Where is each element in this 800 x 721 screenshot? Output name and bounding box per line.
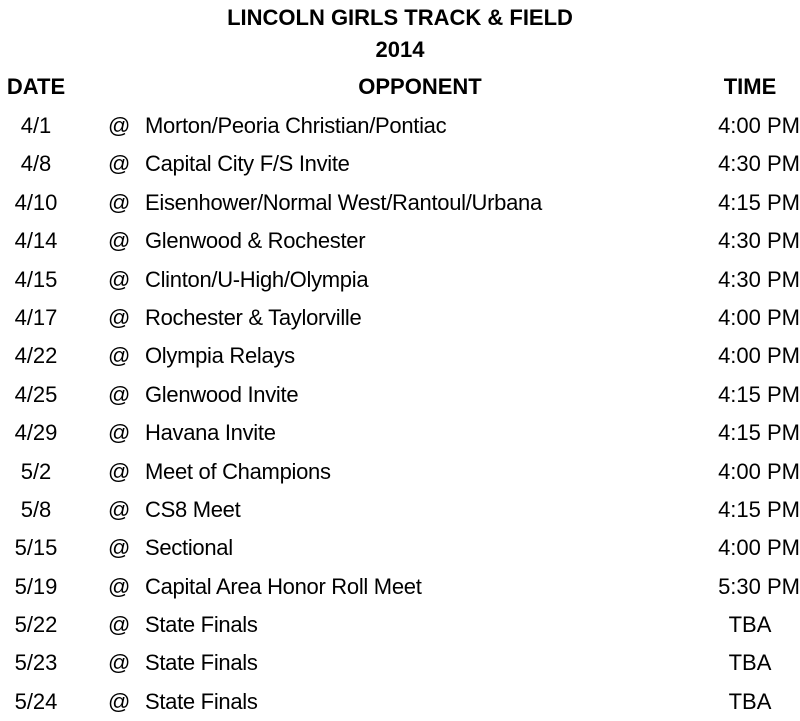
date-cell: 4/17 bbox=[14, 304, 58, 330]
at-cell: @ bbox=[108, 304, 131, 330]
at-cell: @ bbox=[108, 420, 131, 446]
date-cell: 4/8 bbox=[20, 151, 52, 177]
opponent-cell: Olympia Relays bbox=[145, 343, 295, 369]
opponent-cell: State Finals bbox=[145, 688, 258, 714]
time-cell: 4:00 PM bbox=[718, 535, 800, 561]
schedule-row: 5/24 @ State Finals TBA bbox=[0, 683, 800, 721]
at-cell: @ bbox=[108, 496, 131, 522]
date-cell: 5/24 bbox=[14, 688, 58, 714]
opponent-cell: Clinton/U-High/Olympia bbox=[145, 266, 369, 292]
schedule-row: 4/8 @ Capital City F/S Invite 4:30 PM bbox=[0, 145, 800, 183]
date-cell: 5/23 bbox=[14, 650, 58, 676]
schedule-row: 5/2 @ Meet of Champions 4:00 PM bbox=[0, 453, 800, 491]
schedule-row: 5/19 @ Capital Area Honor Roll Meet 5:30 PM bbox=[0, 568, 800, 606]
opponent-cell: Eisenhower/Normal West/Rantoul/Urbana bbox=[145, 189, 542, 215]
date-cell: 5/15 bbox=[14, 535, 58, 561]
time-cell: 4:00 PM bbox=[718, 113, 800, 138]
opponent-cell: Havana Invite bbox=[145, 420, 276, 446]
schedule-row: 4/10 @ Eisenhower/Normal West/Rantoul/Urba… bbox=[0, 184, 800, 222]
date-cell: 4/25 bbox=[14, 381, 58, 407]
opponent-cell: State Finals bbox=[145, 612, 258, 638]
date-cell: 4/14 bbox=[14, 228, 58, 254]
schedule-row: 4/17 @ Rochester & Taylorville 4:00 PM bbox=[0, 299, 800, 337]
date-cell: 5/8 bbox=[20, 496, 52, 522]
time-cell: 4:30 PM bbox=[718, 266, 800, 292]
at-cell: @ bbox=[108, 381, 131, 407]
schedule-row: 5/22 @ State Finals TBA bbox=[0, 606, 800, 644]
date-cell: 5/2 bbox=[20, 458, 52, 484]
opponent-cell: Rochester & Taylorville bbox=[145, 304, 362, 330]
schedule-row: 4/14 @ Glenwood & Rochester 4:30 PM bbox=[0, 222, 800, 260]
document-year: 2014 bbox=[375, 37, 425, 62]
header-date: DATE bbox=[6, 74, 66, 99]
at-cell: @ bbox=[108, 151, 131, 177]
time-cell: 4:30 PM bbox=[718, 228, 800, 254]
time-cell: 5:30 PM bbox=[718, 573, 800, 599]
date-cell: 5/22 bbox=[14, 612, 58, 638]
date-cell: 4/29 bbox=[14, 420, 58, 446]
opponent-cell: Morton/Peoria Christian/Pontiac bbox=[145, 113, 447, 138]
time-cell: 4:15 PM bbox=[718, 381, 800, 407]
header-opponent: OPPONENT bbox=[358, 74, 482, 99]
time-cell: 4:00 PM bbox=[718, 304, 800, 330]
at-cell: @ bbox=[108, 688, 131, 714]
schedule-row: 4/15 @ Clinton/U-High/Olympia 4:30 PM bbox=[0, 261, 800, 299]
schedule-row: 5/23 @ State Finals TBA bbox=[0, 644, 800, 682]
time-cell: 4:15 PM bbox=[718, 189, 800, 215]
date-cell: 4/22 bbox=[14, 343, 58, 369]
schedule-row: 4/29 @ Havana Invite 4:15 PM bbox=[0, 414, 800, 452]
date-cell: 4/15 bbox=[14, 266, 58, 292]
at-cell: @ bbox=[108, 573, 131, 599]
header-time: TIME bbox=[723, 74, 777, 99]
at-cell: @ bbox=[108, 266, 131, 292]
at-cell: @ bbox=[108, 458, 131, 484]
time-cell: 4:15 PM bbox=[718, 496, 800, 522]
at-cell: @ bbox=[108, 650, 131, 676]
at-cell: @ bbox=[108, 535, 131, 561]
opponent-cell: State Finals bbox=[145, 650, 258, 676]
schedule-row: 4/22 @ Olympia Relays 4:00 PM bbox=[0, 337, 800, 375]
opponent-cell: Capital Area Honor Roll Meet bbox=[145, 573, 422, 599]
date-cell: 4/1 bbox=[20, 113, 52, 138]
opponent-cell: Glenwood & Rochester bbox=[145, 228, 366, 254]
opponent-cell: Capital City F/S Invite bbox=[145, 151, 350, 177]
date-cell: 5/19 bbox=[14, 573, 58, 599]
time-cell: 4:00 PM bbox=[718, 343, 800, 369]
time-cell: TBA bbox=[728, 688, 772, 714]
time-cell: TBA bbox=[728, 612, 772, 638]
time-cell: TBA bbox=[728, 650, 772, 676]
opponent-cell: Sectional bbox=[145, 535, 233, 561]
at-cell: @ bbox=[108, 343, 131, 369]
date-cell: 4/10 bbox=[14, 189, 58, 215]
schedule-row: 4/1 @ Morton/Peoria Christian/Pontiac 4:00 … bbox=[0, 107, 800, 145]
at-cell: @ bbox=[108, 228, 131, 254]
document-title: LINCOLN GIRLS TRACK & FIELD bbox=[227, 5, 573, 30]
opponent-cell: Glenwood Invite bbox=[145, 381, 299, 407]
opponent-cell: Meet of Champions bbox=[145, 458, 331, 484]
time-cell: 4:15 PM bbox=[718, 420, 800, 446]
at-cell: @ bbox=[108, 612, 131, 638]
at-cell: @ bbox=[108, 113, 131, 138]
schedule-row: 5/8 @ CS8 Meet 4:15 PM bbox=[0, 491, 800, 529]
opponent-cell: CS8 Meet bbox=[145, 496, 241, 522]
schedule-row: 5/15 @ Sectional 4:00 PM bbox=[0, 529, 800, 567]
time-cell: 4:30 PM bbox=[718, 151, 800, 177]
time-cell: 4:00 PM bbox=[718, 458, 800, 484]
schedule-table: 4/1 @ Morton/Peoria Christian/Pontiac 4:00 … bbox=[0, 107, 800, 721]
schedule-row: 4/25 @ Glenwood Invite 4:15 PM bbox=[0, 376, 800, 414]
at-cell: @ bbox=[108, 189, 131, 215]
